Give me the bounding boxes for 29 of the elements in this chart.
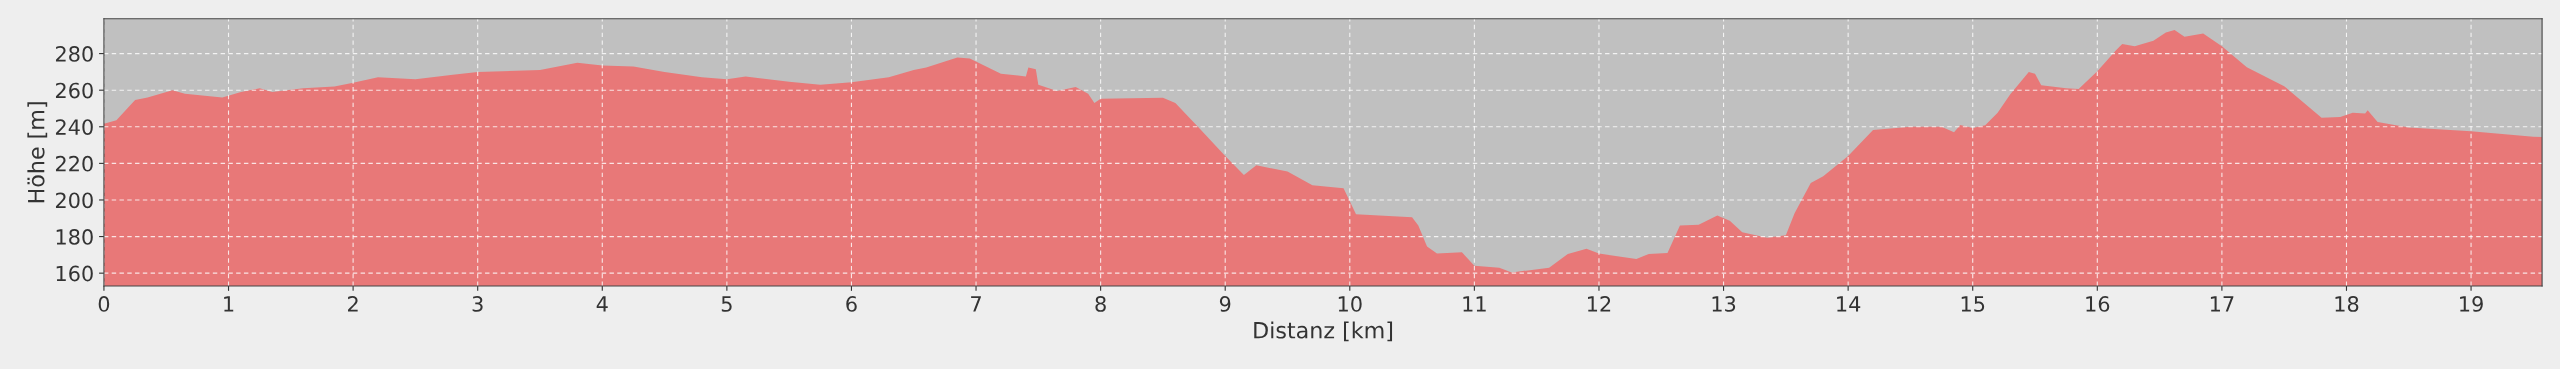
x-tick-label: 8 [1095,296,1106,312]
y-tick-label: 240 [55,119,93,135]
x-tick-label: 7 [971,296,981,312]
y-tick-label: 280 [55,46,93,62]
x-tick-label: 1 [224,296,234,312]
x-tick-label: 17 [2210,296,2234,312]
y-axis-title: Höhe [m] [27,102,48,203]
x-tick-label: 18 [2335,296,2359,312]
x-tick-label: 4 [596,296,608,312]
x-tick-label: 10 [1338,296,1362,312]
x-tick-label: 15 [1961,296,1985,312]
y-tick-label: 260 [55,82,93,99]
x-tick-label: 13 [1712,296,1736,312]
x-tick-label: 16 [2086,296,2110,312]
x-axis-title: Distanz [km] [1254,321,1393,342]
x-tick-label: 12 [1588,296,1611,312]
x-tick-label: 2 [348,296,358,312]
x-tick-label: 3 [472,296,483,312]
y-tick-label: 200 [55,192,93,209]
x-tick-label: 6 [846,296,857,312]
x-tick-label: 9 [1219,296,1231,312]
x-tick-label: 0 [98,296,110,312]
x-tick-label: 19 [2460,296,2483,312]
x-tick-label: 11 [1463,296,1486,312]
y-tick-label: 180 [56,229,93,245]
y-tick-label: 220 [55,155,93,172]
x-tick-label: 14 [1837,296,1861,312]
x-tick-label: 5 [721,296,732,312]
y-tick-label: 160 [56,265,93,282]
